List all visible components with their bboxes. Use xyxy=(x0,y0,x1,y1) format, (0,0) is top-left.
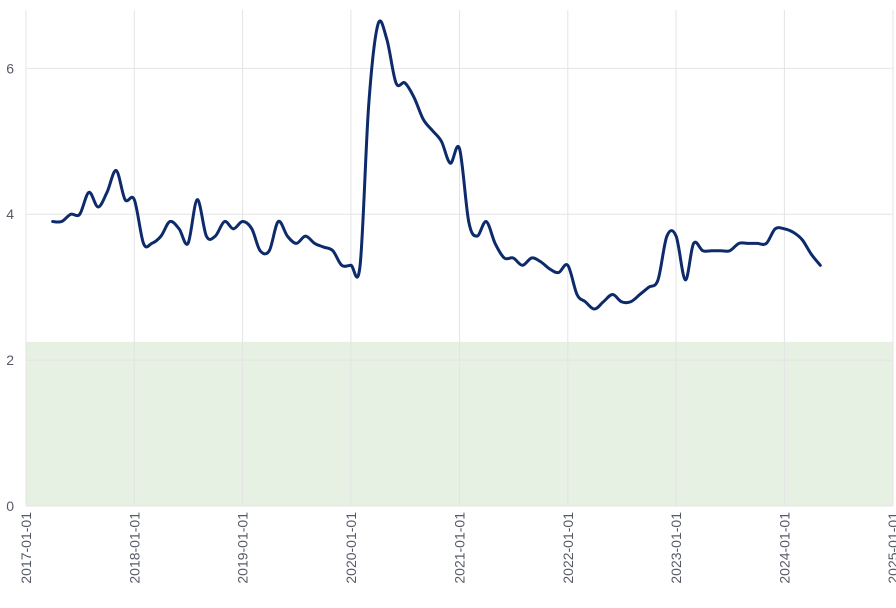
y-tick-label: 4 xyxy=(6,206,14,222)
x-tick-label: 2017-01-01 xyxy=(18,512,34,584)
series-line xyxy=(51,19,822,311)
x-tick-label: 2025-01-01 xyxy=(885,512,896,584)
x-tick-label: 2021-01-01 xyxy=(452,512,468,584)
x-tick-label: 2018-01-01 xyxy=(126,512,142,584)
x-tick-label: 2019-01-01 xyxy=(235,512,251,584)
x-tick-label: 2024-01-01 xyxy=(776,512,792,584)
y-tick-label: 2 xyxy=(6,352,14,368)
x-tick-label: 2020-01-01 xyxy=(343,512,359,584)
y-tick-label: 6 xyxy=(6,60,14,76)
x-tick-label: 2023-01-01 xyxy=(668,512,684,584)
x-tick-label: 2022-01-01 xyxy=(560,512,576,584)
y-tick-label: 0 xyxy=(6,498,14,514)
